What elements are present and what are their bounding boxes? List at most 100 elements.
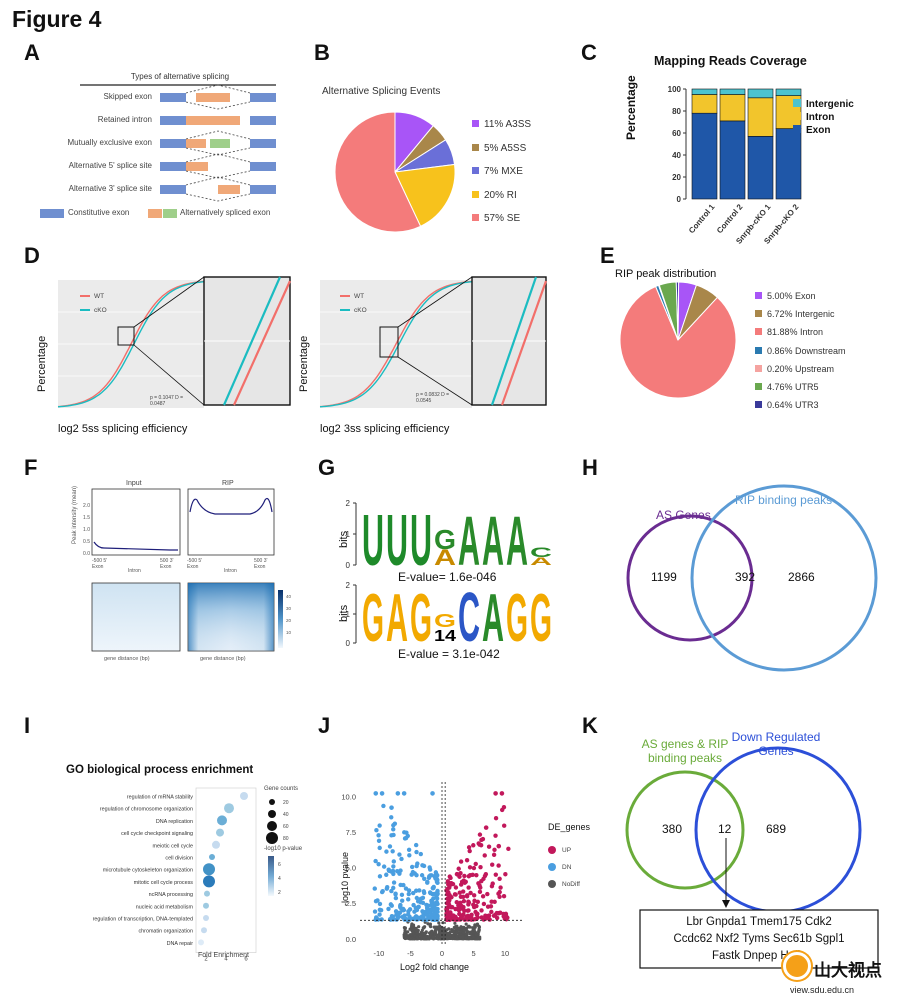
point-up	[448, 910, 453, 915]
point-dn	[384, 872, 389, 877]
point-dn	[406, 912, 411, 917]
point-nodiff	[445, 934, 449, 939]
point-up	[482, 853, 487, 858]
point-dn	[400, 906, 406, 912]
point-nodiff	[439, 934, 444, 938]
point-dn	[418, 896, 424, 902]
point-nodiff	[440, 930, 444, 934]
point-dn	[431, 891, 436, 897]
point-nodiff	[464, 931, 469, 935]
point-nodiff	[461, 937, 465, 941]
y-tick-label: 0.5	[83, 539, 90, 545]
constitutive-exon	[160, 116, 186, 125]
point-dn	[416, 916, 421, 922]
point-nodiff	[468, 930, 472, 934]
splice-junction	[185, 153, 251, 163]
point-nodiff	[471, 932, 475, 937]
point-nodiff	[472, 930, 477, 934]
point-nodiff	[472, 936, 476, 940]
point-nodiff	[410, 923, 414, 928]
point-dn	[432, 913, 437, 919]
point-nodiff	[452, 936, 456, 940]
point-nodiff	[477, 935, 481, 939]
point-up	[444, 907, 450, 913]
panel-e-legend: 5.00% Exon 6.72% Intergenic 81.88% Intro…	[755, 287, 846, 414]
point-dn	[420, 917, 425, 922]
point-nodiff	[455, 934, 459, 938]
point-nodiff	[425, 936, 429, 941]
point-nodiff	[435, 933, 440, 937]
go-dot	[209, 854, 215, 860]
point-dn	[434, 907, 440, 912]
point-nodiff	[463, 933, 467, 938]
point-nodiff	[474, 932, 478, 936]
go-term-label: ncRNA processing	[149, 892, 193, 898]
point-up	[496, 891, 501, 896]
y-tick-label: 1.5	[83, 515, 90, 521]
point-dn	[432, 906, 438, 912]
point-dn	[435, 906, 440, 912]
point-up	[452, 914, 458, 919]
point-nodiff	[473, 930, 477, 934]
point-dn	[414, 872, 419, 878]
point-nodiff	[447, 936, 452, 940]
point-nodiff	[459, 937, 463, 941]
point-up	[460, 889, 466, 894]
colorbar-tick-label: 20	[286, 618, 292, 623]
point-dn	[402, 836, 408, 841]
point-dn	[398, 868, 403, 873]
point-dn	[376, 833, 381, 838]
point-dn	[377, 901, 383, 907]
point-nodiff	[453, 932, 457, 936]
constitutive-exon	[160, 139, 186, 148]
point-nodiff	[425, 935, 430, 939]
point-dn	[384, 886, 390, 891]
point-up	[457, 874, 462, 879]
point-up	[444, 917, 450, 922]
point-nodiff	[463, 933, 467, 937]
point-up	[478, 885, 483, 890]
point-dn	[407, 853, 412, 858]
point-up	[464, 858, 470, 863]
point-dn	[429, 913, 434, 918]
point-up	[453, 892, 458, 897]
point-nodiff	[463, 936, 467, 941]
point-nodiff	[422, 936, 426, 941]
go-dot	[216, 828, 224, 837]
point-nodiff	[442, 928, 447, 932]
point-dn	[381, 803, 386, 809]
panel-b-title: Alternative Splicing Events	[322, 86, 441, 97]
point-nodiff	[440, 934, 444, 938]
point-dn	[435, 873, 440, 878]
point-nodiff	[406, 934, 410, 938]
point-dn	[434, 916, 439, 921]
point-up	[494, 910, 499, 916]
go-dot	[198, 939, 204, 946]
point-nodiff	[404, 934, 408, 938]
point-nodiff	[443, 936, 448, 940]
panel-b-legend-item: 57% SE	[472, 207, 531, 231]
point-up	[477, 842, 482, 847]
point-nodiff	[421, 935, 425, 940]
pie-slice-a3ss	[394, 111, 434, 174]
motif-letter: G	[410, 581, 432, 656]
point-up	[454, 900, 459, 905]
point-dn	[425, 879, 430, 885]
point-dn	[393, 892, 398, 897]
point-nodiff	[414, 936, 418, 940]
point-nodiff	[431, 935, 436, 939]
point-nodiff	[439, 937, 443, 941]
point-nodiff	[411, 929, 415, 933]
point-up	[447, 880, 452, 886]
point-dn	[425, 907, 430, 913]
point-nodiff	[405, 935, 409, 940]
alternative-exon	[186, 139, 206, 148]
panel-label-e: E	[600, 243, 615, 268]
splice-junction	[185, 170, 251, 179]
point-dn	[425, 880, 430, 885]
panel-a-row-label: Retained intron	[97, 115, 152, 124]
point-up	[450, 881, 456, 887]
point-up	[444, 913, 449, 919]
point-nodiff	[436, 934, 440, 938]
point-up	[481, 876, 486, 882]
